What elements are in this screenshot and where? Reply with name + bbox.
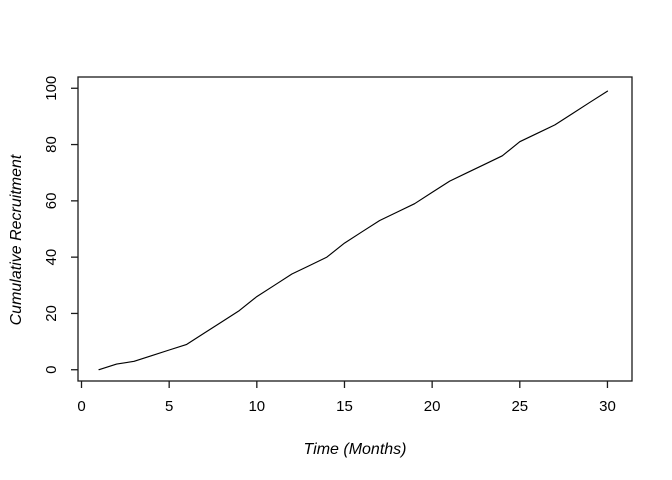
y-tick-label: 0 [43, 366, 60, 374]
y-tick-label: 100 [43, 76, 60, 101]
x-tick-label: 20 [424, 398, 441, 415]
x-axis-title: Time (Months) [303, 441, 407, 458]
y-tick-label: 60 [43, 193, 60, 210]
x-tick-label: 15 [336, 398, 353, 415]
cumulative-recruitment-series-line [98, 90, 609, 371]
x-tick-label: 5 [165, 398, 173, 415]
x-tick-label: 25 [511, 398, 528, 415]
y-tick-label: 20 [43, 305, 60, 322]
x-tick-label: 10 [248, 398, 265, 415]
y-tick-label: 80 [43, 136, 60, 153]
plot-box [77, 76, 633, 382]
x-tick-label: 30 [599, 398, 616, 415]
y-tick-label: 40 [43, 249, 60, 266]
y-axis-title: Cumulative Recruitment [8, 154, 25, 326]
x-tick-label: 0 [77, 398, 85, 415]
